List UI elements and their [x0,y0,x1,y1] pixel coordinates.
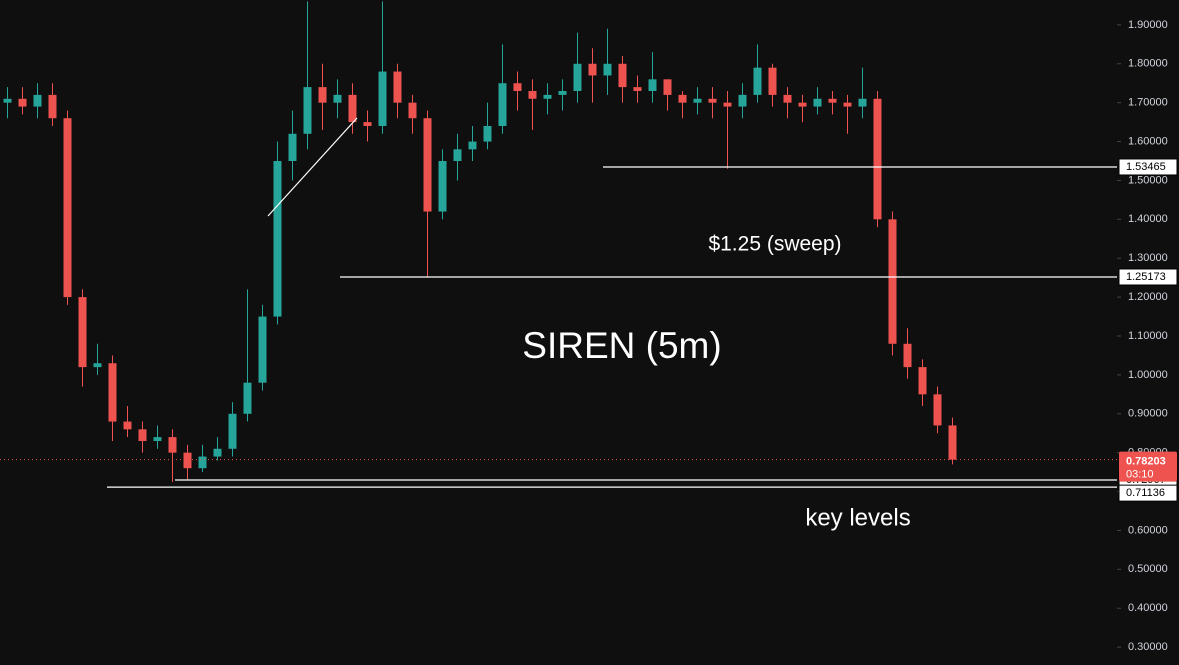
candle-body [678,94,687,103]
y-tick-label: 0.50000 [1128,563,1168,575]
level-label: 1.53465 [1126,161,1166,173]
y-tick-label: 1.60000 [1128,135,1168,147]
chart-title: SIREN (5m) [522,325,721,366]
candle-body [618,63,627,88]
candle-body [378,71,387,126]
y-tick-label: 1.90000 [1128,19,1168,31]
candle-body [828,98,837,103]
candle-body [528,91,537,99]
candle-body [633,87,642,91]
candle-body [513,83,522,91]
countdown-label: 03:10 [1126,469,1154,481]
candle-body [153,437,162,441]
candle-body [48,94,57,119]
y-tick-label: 0.90000 [1128,408,1168,420]
candle-body [753,67,762,95]
annotation: $1.25 (sweep) [708,233,841,256]
candle-body [798,102,807,107]
y-tick-label: 1.00000 [1128,369,1168,381]
candle-body [363,122,372,126]
y-tick-label: 1.30000 [1128,252,1168,264]
plot-area [0,1,1117,488]
candle-body [663,79,672,95]
y-tick-label: 0.60000 [1128,524,1168,536]
candle-body [408,102,417,119]
level-label-box [1118,158,1178,176]
y-tick-label: 1.80000 [1128,58,1168,70]
y-tick-label: 1.50000 [1128,174,1168,186]
level-label: 1.25173 [1126,271,1166,283]
candle-body [723,102,732,107]
candle-body [648,79,657,91]
candle-body [168,437,177,453]
candle-body [858,98,867,107]
level-label-box [1118,268,1178,286]
candle-body [558,91,567,95]
candle-body [483,126,492,142]
candle-body [573,63,582,91]
candle-body [903,343,912,368]
candle-body [243,382,252,414]
candle-body [843,102,852,107]
last-price-box [1119,451,1177,482]
level-label-box [1118,484,1178,502]
candle-body [213,448,222,457]
candle-body [33,94,42,107]
y-tick-label: 1.20000 [1128,291,1168,303]
candle-body [303,87,312,134]
candle-body [63,118,72,298]
trend-line [267,117,358,217]
y-tick-label: 1.40000 [1128,213,1168,225]
candle-body [738,94,747,107]
candle-body [138,429,147,441]
candle-body [108,363,117,422]
candle-body [423,118,432,212]
candle-body [768,67,777,95]
candle-body [693,98,702,103]
candle-body [948,425,957,460]
candle-body [258,316,267,383]
y-tick-label: 1.70000 [1128,97,1168,109]
candle-body [318,87,327,103]
candle-body [708,98,717,103]
candle-body [453,149,462,161]
candle-body [543,94,552,99]
price-axis: 0.300000.400000.500000.600000.700000.800… [1117,19,1178,653]
candle-body [873,98,882,220]
y-tick-label: 0.40000 [1128,602,1168,614]
candle-body [393,71,402,103]
candle-body [123,421,132,430]
candle-body [198,456,207,469]
candle-body [18,98,27,107]
candle-body [603,63,612,76]
candle-body [93,363,102,368]
candle-body [918,367,927,395]
candle-body [3,98,12,103]
last-price-label: 0.78203 [1126,456,1166,468]
y-tick-label: 0.30000 [1128,641,1168,653]
candle-body [498,83,507,126]
candle-body [588,63,597,76]
candle-body [783,94,792,103]
level-label: 0.71136 [1126,487,1165,499]
candle-body [933,394,942,426]
annotation: key levels [805,504,910,531]
candle-body [438,161,447,212]
candle-body [813,98,822,107]
candle-body [273,161,282,317]
candle-body [888,219,897,344]
candle-body [78,297,87,368]
candle-body [468,141,477,150]
candle-body [288,133,297,161]
y-tick-label: 1.10000 [1128,330,1168,342]
candle-body [333,94,342,103]
candle-body [348,94,357,123]
candle-body [183,452,192,469]
candle-body [228,413,237,449]
